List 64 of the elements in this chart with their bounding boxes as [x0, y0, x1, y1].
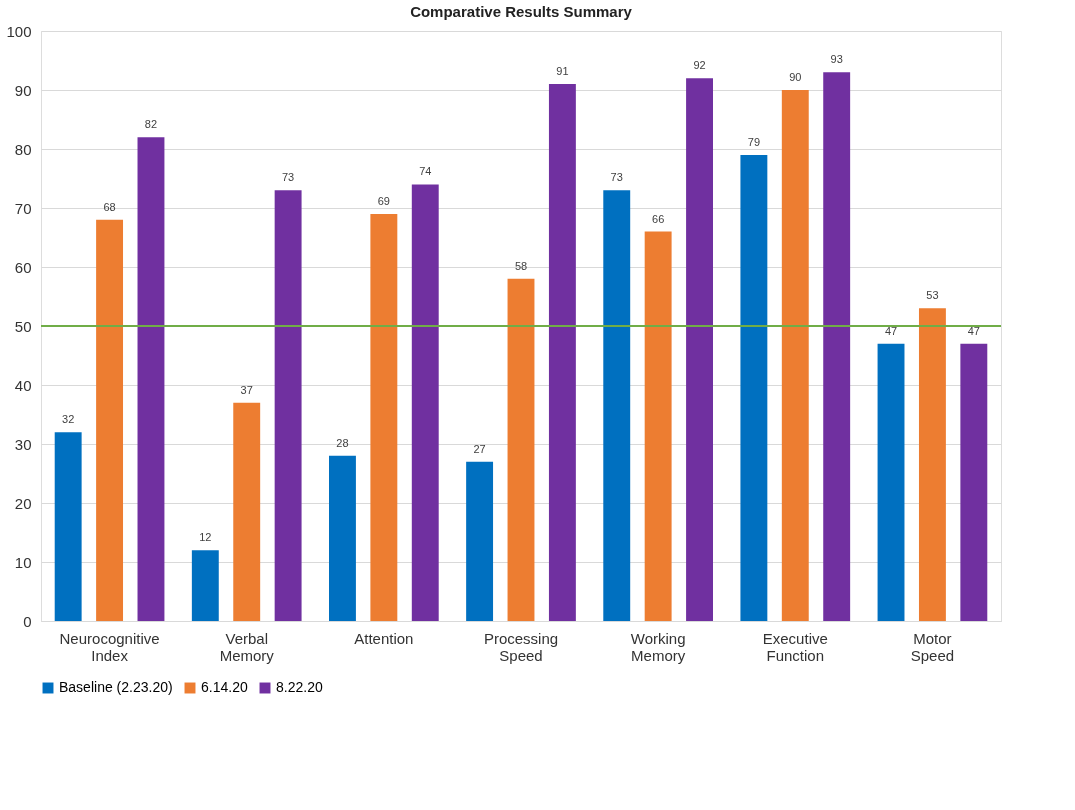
chart-title: Comparative Results Summary: [410, 3, 633, 20]
data-label: 66: [652, 212, 665, 225]
data-label: 82: [144, 118, 158, 131]
bar: [740, 154, 768, 621]
data-label: 27: [473, 442, 486, 455]
data-label: 93: [830, 53, 843, 66]
legend-label: Baseline (2.23.20): [59, 679, 173, 695]
y-tick-label: 90: [14, 81, 32, 99]
bar: [411, 184, 439, 621]
x-tick-label: Working Memory: [630, 629, 686, 664]
bar: [329, 455, 356, 621]
bar: [507, 278, 535, 621]
data-label: 37: [240, 383, 253, 396]
y-tick-label: 70: [14, 199, 32, 217]
data-label: 90: [789, 71, 802, 83]
bar: [877, 343, 905, 621]
y-tick-label: 40: [14, 376, 32, 394]
data-label: 68: [103, 200, 116, 213]
y-tick-label: 10: [14, 553, 32, 571]
data-label: 53: [926, 289, 939, 302]
bar: [644, 231, 672, 621]
data-label: 73: [281, 171, 295, 184]
bar: [137, 137, 165, 621]
x-tick-label: Neurocognitive Index: [59, 629, 160, 664]
data-label: 92: [693, 59, 706, 72]
bar: [370, 213, 398, 621]
x-tick-label: Motor Speed: [910, 629, 955, 664]
bar: [274, 190, 302, 621]
data-label: 73: [610, 171, 623, 184]
data-label: 79: [747, 135, 761, 148]
data-label: 74: [419, 165, 432, 178]
bar: [918, 308, 946, 621]
x-tick-label: Executive Function: [762, 629, 828, 664]
y-tick-label: 50: [14, 317, 32, 335]
bar: [960, 343, 988, 621]
y-tick-label: 100: [6, 22, 32, 40]
y-tick-label: 80: [14, 140, 32, 158]
x-tick-label: Verbal Memory: [219, 629, 275, 664]
x-tick-label: Processing Speed: [483, 629, 559, 664]
data-label: 47: [884, 324, 898, 337]
legend-label: 8.22.20: [276, 679, 323, 695]
bar: [466, 461, 494, 621]
y-tick-label: 0: [23, 612, 32, 630]
x-tick-label: Attention: [354, 629, 414, 647]
bar: [823, 72, 851, 621]
data-label: 91: [556, 65, 569, 78]
y-tick-label: 20: [14, 494, 32, 512]
bar: [781, 90, 809, 621]
data-label: 12: [199, 531, 212, 544]
bar: [96, 219, 124, 621]
y-tick-label: 30: [14, 435, 32, 453]
data-label: 69: [377, 194, 390, 207]
data-label: 28: [336, 436, 349, 449]
bar: [54, 432, 82, 621]
y-tick-label: 60: [14, 258, 32, 276]
data-label: 47: [967, 324, 980, 337]
bar: [603, 190, 631, 621]
bar: [686, 78, 713, 621]
data-label: 58: [514, 259, 528, 272]
bar: [191, 550, 219, 621]
data-label: 32: [62, 413, 75, 426]
legend-label: 6.14.20: [201, 679, 248, 695]
bar: [548, 84, 576, 621]
bar: [233, 402, 261, 621]
